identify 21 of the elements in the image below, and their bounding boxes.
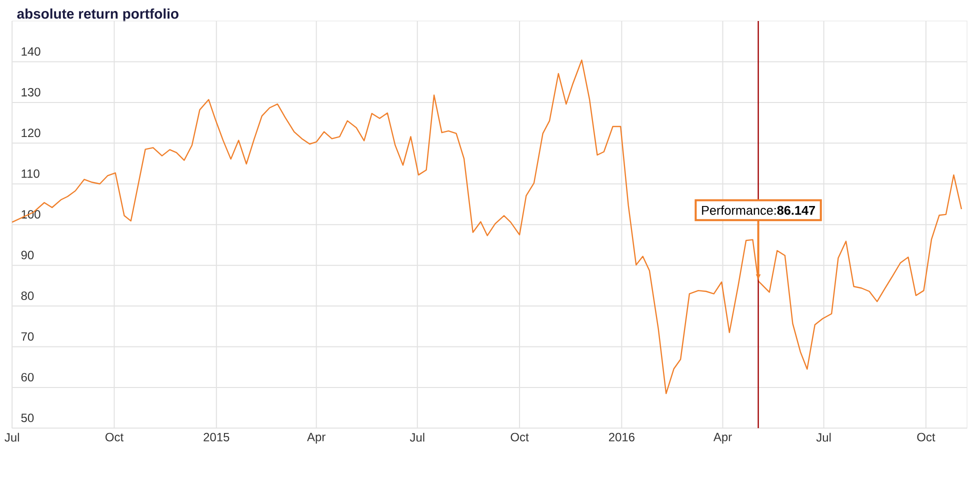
x-tick-label: Apr	[713, 432, 732, 444]
x-tick-label: Oct	[105, 432, 124, 442]
x-tick-label: Apr	[307, 432, 326, 444]
y-tick-label: 60	[21, 372, 34, 382]
x-tick-label: Jul	[410, 432, 424, 442]
y-tick-label: 140	[22, 47, 40, 56]
y-tick-label: 90	[21, 250, 34, 260]
x-tick-label: 2015	[204, 432, 230, 442]
y-tick-label: 130	[22, 88, 40, 96]
y-tick-label: 120	[22, 128, 40, 138]
x-tick-label: 2016	[608, 432, 634, 442]
chart-title: absolute return portfolio	[17, 8, 178, 22]
annotation: Performance:86.147	[702, 206, 815, 215]
x-tick-label: Jul	[816, 432, 831, 442]
x-tick-label: Oct	[510, 432, 529, 442]
y-tick-label: 110	[22, 169, 40, 178]
y-tick-label: 70	[21, 332, 34, 341]
y-tick-label: 50	[21, 414, 34, 422]
x-tick-label: Oct	[917, 432, 936, 442]
y-tick-label: 80	[21, 292, 34, 300]
x-tick-label: Jul	[4, 432, 19, 442]
